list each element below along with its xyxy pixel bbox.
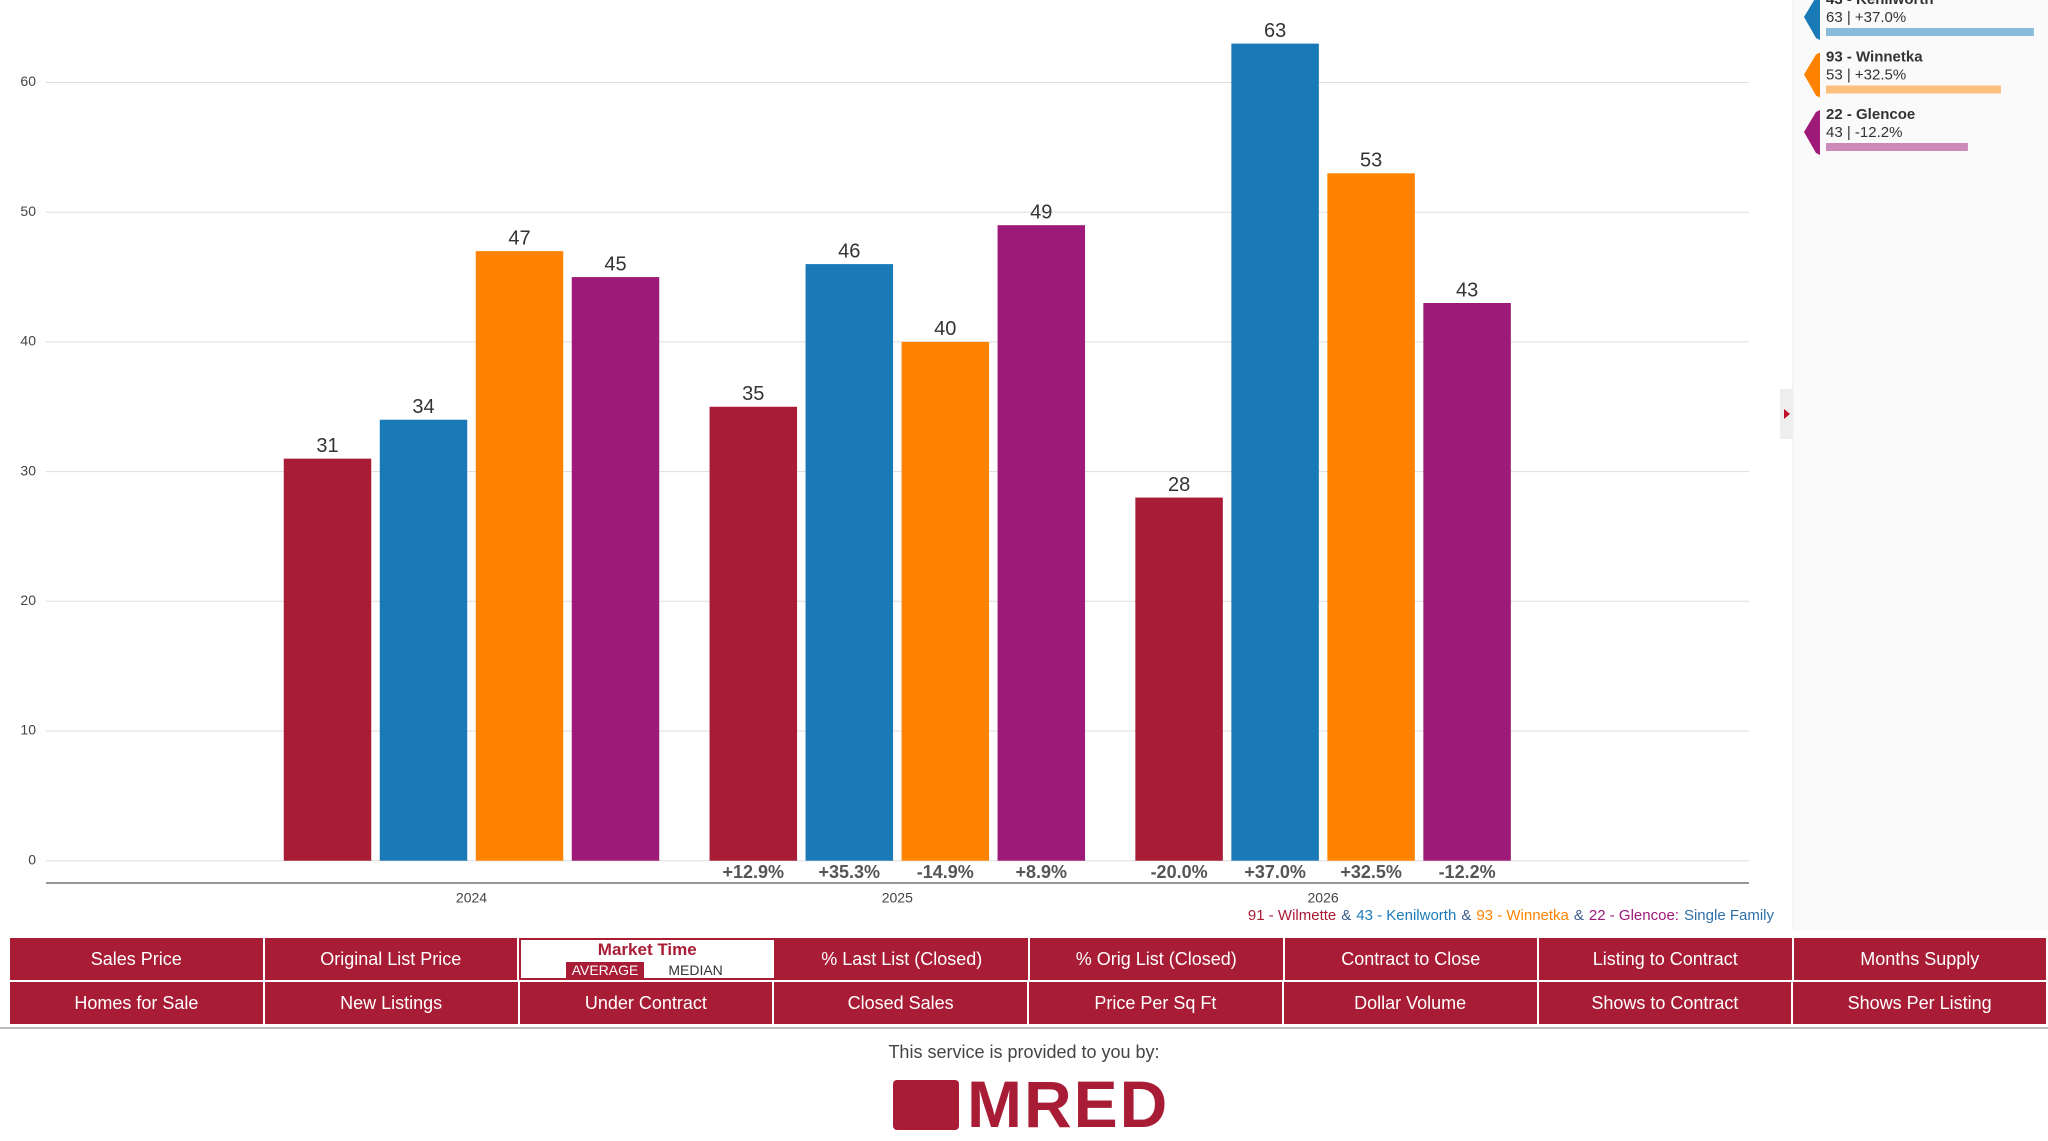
legend-bar	[1826, 143, 1968, 151]
change-label: -12.2%	[1439, 862, 1496, 882]
chart: 0 10 20 30 40 50 60 2024 31 34 47 45 2025 35 +12.9% 46 +…	[0, 0, 2048, 930]
value-label: 46	[838, 240, 860, 262]
change-label: -14.9%	[917, 862, 974, 882]
value-label: 53	[1360, 150, 1382, 172]
legend-name: 93 - Winnetka	[1826, 48, 1923, 65]
y-tick-label: 20	[20, 592, 36, 608]
footer-text: This service is provided to you by:	[0, 1042, 2048, 1063]
legend-bar	[1826, 86, 2001, 94]
value-label: 28	[1168, 474, 1190, 496]
x-tick-label: 2026	[1308, 889, 1339, 905]
caption-part: 91 - Wilmette	[1248, 907, 1336, 924]
change-label: -20.0%	[1151, 862, 1208, 882]
value-label: 45	[604, 253, 626, 275]
change-label: +32.5%	[1340, 862, 1402, 882]
logo-text: MRED	[967, 1074, 1169, 1134]
tab-label: Market Time	[598, 940, 697, 960]
chart-caption: 91 - Wilmette&43 - Kenilworth&93 - Winne…	[1243, 907, 1774, 924]
tab-selected[interactable]: Market Time AVERAGE MEDIAN	[519, 938, 776, 980]
caption-part: &	[1341, 907, 1351, 924]
tab[interactable]: New Listings	[265, 982, 520, 1024]
tab-option[interactable]: MEDIAN	[662, 962, 728, 978]
x-tick-label: 2024	[456, 889, 487, 905]
logo: MRED	[893, 1074, 1169, 1134]
bar	[1231, 44, 1319, 861]
y-tick-label: 60	[20, 73, 36, 89]
bar	[902, 342, 990, 861]
caption-part: Single Family	[1684, 907, 1774, 924]
value-label: 63	[1264, 20, 1286, 42]
tab[interactable]: Closed Sales	[774, 982, 1029, 1024]
legend-name: 43 - Kenilworth	[1826, 0, 1934, 8]
change-label: +37.0%	[1244, 862, 1306, 882]
bar	[1423, 303, 1511, 861]
bar	[380, 420, 468, 861]
caption-part: 43 - Kenilworth	[1356, 907, 1456, 924]
legend-detail: 43 | -12.2%	[1826, 124, 1902, 141]
y-tick-label: 40	[20, 333, 36, 349]
legend-bar	[1826, 28, 2034, 36]
bar	[998, 225, 1086, 861]
tab[interactable]: Original List Price	[265, 938, 520, 980]
legend-detail: 63 | +37.0%	[1826, 9, 1906, 26]
tab[interactable]: Listing to Contract	[1539, 938, 1794, 980]
y-tick-label: 30	[20, 462, 36, 478]
bar	[806, 264, 894, 861]
page: 0 10 20 30 40 50 60 2024 31 34 47 45 2025 35 +12.9% 46 +…	[0, 0, 2048, 1098]
tab[interactable]: Shows Per Listing	[1793, 982, 2048, 1024]
change-label: +12.9%	[723, 862, 785, 882]
legend-name: 22 - Glencoe	[1826, 106, 1915, 123]
bar	[1327, 173, 1415, 860]
caption-part: 22 - Glencoe:	[1589, 907, 1679, 924]
tab[interactable]: Contract to Close	[1285, 938, 1540, 980]
tab[interactable]: % Orig List (Closed)	[1030, 938, 1285, 980]
value-label: 31	[316, 435, 338, 457]
bar	[284, 459, 372, 861]
divider	[0, 1027, 2048, 1029]
change-label: +35.3%	[819, 862, 881, 882]
tab[interactable]: Under Contract	[520, 982, 775, 1024]
tab[interactable]: Homes for Sale	[10, 982, 265, 1024]
tab[interactable]: Price Per Sq Ft	[1029, 982, 1284, 1024]
logo-icon	[893, 1080, 959, 1130]
value-label: 43	[1456, 279, 1478, 301]
tab[interactable]: Months Supply	[1794, 938, 2048, 980]
value-label: 35	[742, 383, 764, 405]
value-label: 34	[412, 396, 434, 418]
value-label: 40	[934, 318, 956, 340]
tab-options: AVERAGE MEDIAN	[566, 962, 729, 978]
y-tick-label: 50	[20, 203, 36, 219]
value-label: 47	[508, 227, 530, 249]
caption-part: &	[1574, 907, 1584, 924]
tab-option[interactable]: AVERAGE	[566, 962, 645, 978]
caption-part: 93 - Winnetka	[1476, 907, 1569, 924]
y-tick-label: 10	[20, 722, 36, 738]
tab[interactable]: Dollar Volume	[1284, 982, 1539, 1024]
tab[interactable]: Sales Price	[10, 938, 265, 980]
tab[interactable]: % Last List (Closed)	[776, 938, 1031, 980]
bar	[476, 251, 564, 861]
bar	[572, 277, 660, 861]
legend-detail: 53 | +32.5%	[1826, 66, 1906, 83]
bar	[710, 407, 798, 861]
x-tick-label: 2025	[882, 889, 913, 905]
value-label: 49	[1030, 201, 1052, 223]
y-tick-label: 0	[28, 851, 36, 867]
tab[interactable]: Shows to Contract	[1539, 982, 1794, 1024]
bar	[1135, 498, 1223, 861]
change-label: +8.9%	[1016, 862, 1068, 882]
caption-part: &	[1461, 907, 1471, 924]
